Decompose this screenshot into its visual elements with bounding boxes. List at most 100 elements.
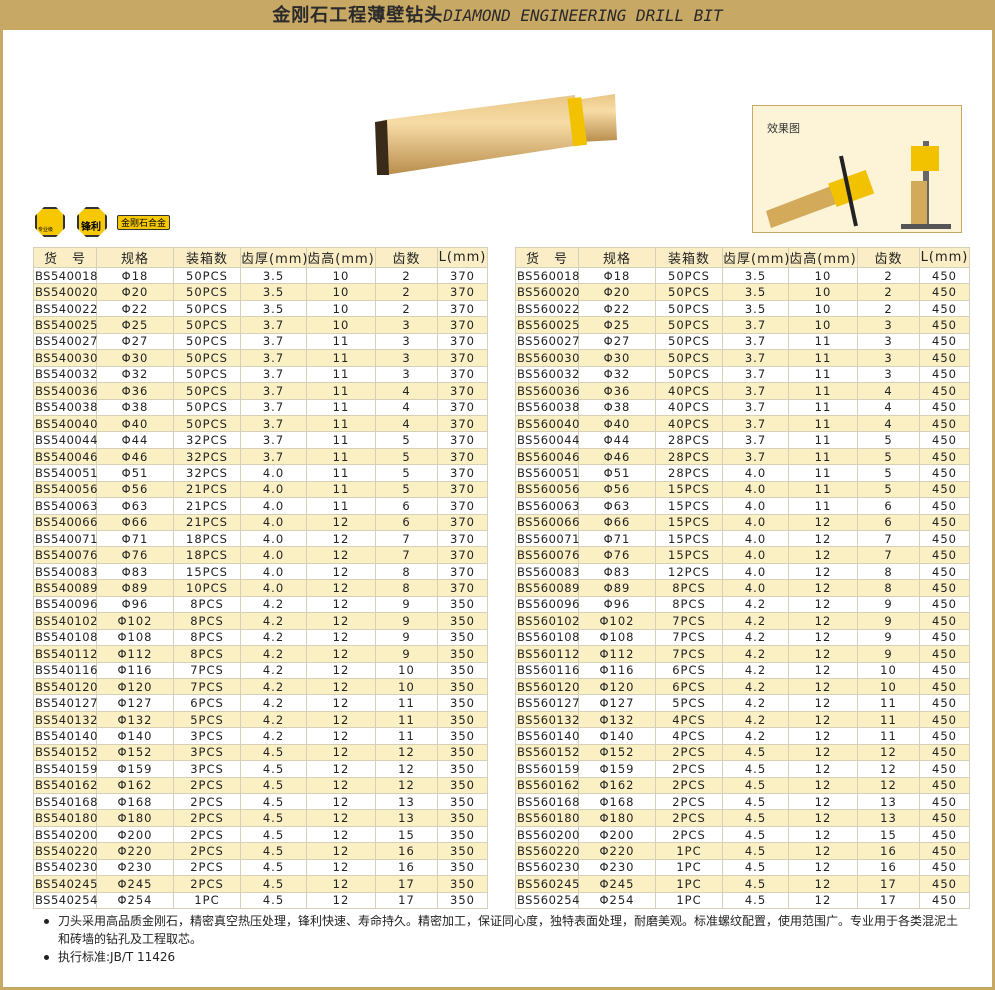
table-cell: Φ120 bbox=[96, 677, 174, 696]
table-cell: Φ254 bbox=[578, 891, 656, 910]
table-row: BS560038 Φ38 40PCS 3.7 11 4 450 bbox=[515, 398, 970, 416]
table-cell: Φ127 bbox=[578, 694, 656, 712]
table-cell: Φ180 bbox=[96, 809, 174, 827]
table-cell: 4.2 bbox=[722, 677, 789, 696]
table-cell: 11 bbox=[788, 480, 858, 499]
table-cell: 4.2 bbox=[240, 727, 307, 745]
table-cell: 6PCS bbox=[173, 694, 241, 712]
table-row: BS540056 Φ56 21PCS 4.0 11 5 370 bbox=[33, 480, 488, 499]
table-cell: 11 bbox=[857, 727, 920, 745]
table-cell: 4.0 bbox=[240, 480, 307, 499]
table-cell: 10PCS bbox=[173, 579, 241, 597]
table-cell: 11 bbox=[788, 332, 858, 351]
table-cell: 4.5 bbox=[722, 776, 789, 795]
table-cell: 12 bbox=[788, 842, 858, 860]
table-cell: 5PCS bbox=[655, 694, 723, 712]
table-cell: 1PC bbox=[173, 891, 241, 910]
table-cell: 12 bbox=[788, 595, 858, 614]
table-row: BS560120 Φ120 6PCS 4.2 12 10 450 bbox=[515, 677, 970, 696]
table-cell: 8PCS bbox=[173, 628, 241, 647]
table-cell: 50PCS bbox=[173, 283, 241, 301]
note-standard: 执行标准:JB/T 11426 bbox=[42, 948, 962, 966]
table-cell: 3PCS bbox=[173, 760, 241, 778]
table-cell: BS560159 bbox=[515, 760, 580, 778]
table-cell: 4.2 bbox=[722, 727, 789, 745]
table-cell: 12 bbox=[788, 776, 858, 795]
professional-grade-icon: 专业级 bbox=[35, 207, 65, 237]
column-header: 装箱数 bbox=[655, 247, 723, 268]
table-cell: 12 bbox=[306, 743, 376, 762]
table-cell: 12 bbox=[788, 710, 858, 729]
table-cell: 21PCS bbox=[173, 497, 241, 515]
table-row: BS560230 Φ230 1PC 4.5 12 16 450 bbox=[515, 858, 970, 877]
column-header: L(mm) bbox=[919, 247, 970, 268]
table-cell: 12 bbox=[306, 529, 376, 548]
table-row: BS560018 Φ18 50PCS 3.5 10 2 450 bbox=[515, 266, 970, 285]
table-cell: 4.2 bbox=[722, 661, 789, 679]
table-cell: 15PCS bbox=[655, 480, 723, 499]
table-cell: 12 bbox=[306, 612, 376, 630]
table-cell: Φ112 bbox=[578, 645, 656, 663]
table-cell: 3.7 bbox=[722, 447, 789, 466]
table-cell: BS560083 bbox=[515, 562, 580, 581]
table-row: BS560220 Φ220 1PC 4.5 12 16 450 bbox=[515, 842, 970, 860]
table-cell: 15PCS bbox=[655, 546, 723, 564]
table-cell: 450 bbox=[919, 382, 970, 400]
table-cell: 5 bbox=[375, 447, 438, 466]
table-row: BS540096 Φ96 8PCS 4.2 12 9 350 bbox=[33, 595, 488, 614]
table-cell: Φ230 bbox=[96, 858, 174, 877]
table-cell: 6PCS bbox=[655, 661, 723, 679]
table-cell: 370 bbox=[437, 332, 488, 351]
table-cell: 12 bbox=[306, 628, 376, 647]
table-cell: BS540159 bbox=[33, 760, 98, 778]
table-cell: 12 bbox=[857, 760, 920, 778]
table-cell: 3.7 bbox=[722, 316, 789, 334]
table-cell: BS560044 bbox=[515, 431, 580, 449]
column-header: 齿数 bbox=[857, 247, 920, 268]
table-cell: 4 bbox=[857, 414, 920, 433]
table-cell: 50PCS bbox=[655, 332, 723, 351]
table-cell: 350 bbox=[437, 809, 488, 827]
table-cell: Φ89 bbox=[578, 579, 656, 597]
table-cell: 50PCS bbox=[173, 414, 241, 433]
table-cell: 11 bbox=[788, 398, 858, 416]
product-table-370: 货 号规格 装箱数 齿厚(mm) 齿高(mm) 齿数 L(mm) BS540018 Φ18 50… bbox=[33, 247, 488, 910]
table-cell: 4.2 bbox=[240, 628, 307, 647]
table-cell: 12 bbox=[788, 760, 858, 778]
table-cell: Φ32 bbox=[578, 365, 656, 384]
table-cell: 3.7 bbox=[240, 332, 307, 351]
table-cell: BS560063 bbox=[515, 497, 580, 515]
table-cell: 1PC bbox=[655, 842, 723, 860]
table-cell: BS540220 bbox=[33, 842, 98, 860]
table-cell: Φ20 bbox=[578, 283, 656, 301]
table-cell: 16 bbox=[857, 842, 920, 860]
table-cell: 3.7 bbox=[240, 414, 307, 433]
table-cell: 370 bbox=[437, 266, 488, 285]
table-cell: BS540046 bbox=[33, 447, 98, 466]
table-cell: 450 bbox=[919, 447, 970, 466]
table-cell: 370 bbox=[437, 464, 488, 482]
table-cell: 8 bbox=[857, 579, 920, 597]
table-cell: 3 bbox=[857, 332, 920, 351]
table-cell: 4.0 bbox=[240, 464, 307, 482]
table-cell: 40PCS bbox=[655, 414, 723, 433]
table-cell: Φ168 bbox=[578, 792, 656, 811]
table-cell: 450 bbox=[919, 365, 970, 384]
table-cell: 450 bbox=[919, 694, 970, 712]
table-cell: 4.2 bbox=[240, 645, 307, 663]
table-cell: 4.5 bbox=[240, 825, 307, 844]
table-cell: 12 bbox=[306, 661, 376, 679]
table-row: BS560254 Φ254 1PC 4.5 12 17 450 bbox=[515, 891, 970, 910]
table-cell: 450 bbox=[919, 760, 970, 778]
table-row: BS540036 Φ36 50PCS 3.7 11 4 370 bbox=[33, 382, 488, 400]
table-cell: Φ168 bbox=[96, 792, 174, 811]
table-cell: 12 bbox=[306, 513, 376, 532]
table-cell: BS560112 bbox=[515, 645, 580, 663]
table-cell: 8PCS bbox=[173, 612, 241, 630]
table-cell: 4.5 bbox=[722, 809, 789, 827]
table-cell: 15PCS bbox=[173, 562, 241, 581]
table-cell: 350 bbox=[437, 776, 488, 795]
table-cell: 2 bbox=[375, 266, 438, 285]
table-cell: 4PCS bbox=[655, 710, 723, 729]
table-cell: 7 bbox=[857, 529, 920, 548]
